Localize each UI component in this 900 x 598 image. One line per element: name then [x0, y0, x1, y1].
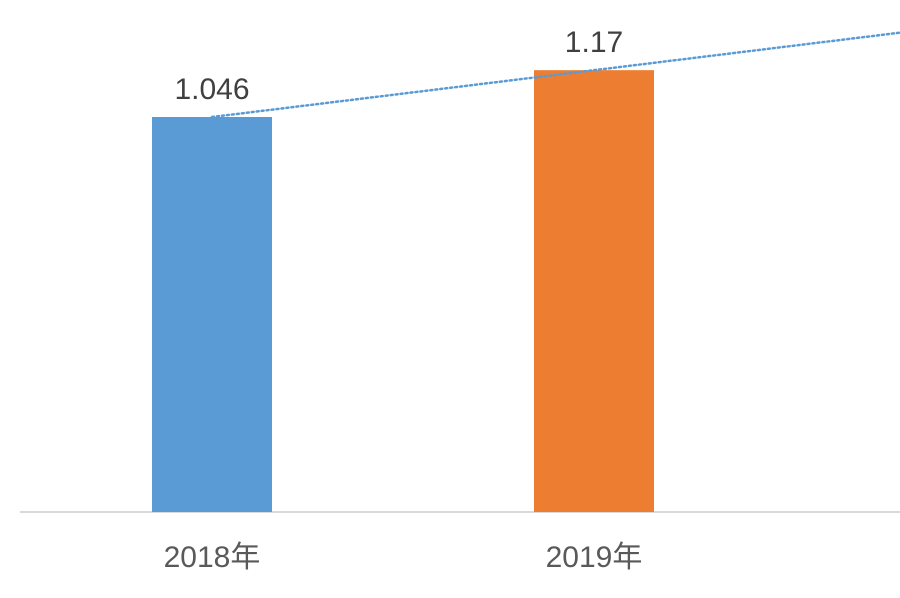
- bar-2019年: [534, 70, 654, 512]
- x-tick-label: 2018年: [164, 541, 261, 574]
- data-label-2018年: 1.046: [174, 73, 249, 106]
- bar-2018年: [152, 117, 272, 512]
- x-tick-label: 2019年: [546, 541, 643, 574]
- data-label-2019年: 1.17: [565, 26, 623, 59]
- trendline: [210, 31, 900, 119]
